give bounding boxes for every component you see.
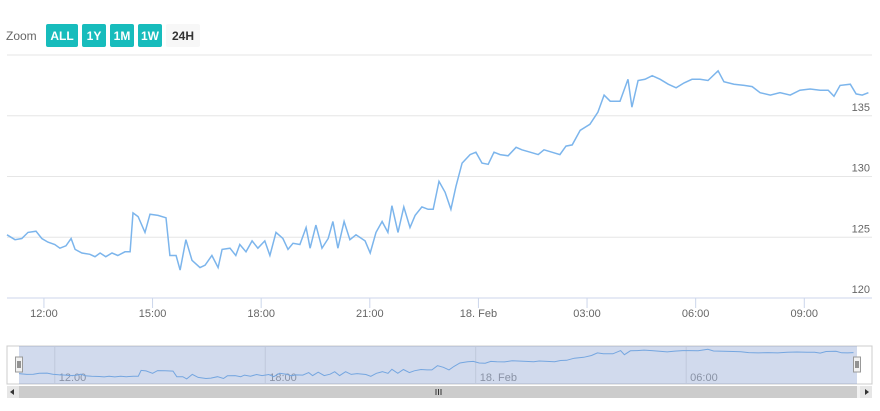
zoom-button-label: 1M [114,29,131,43]
zoom-button[interactable] [166,24,200,47]
x-tick-label: 06:00 [682,308,710,320]
scroll-left-arrow [10,389,14,395]
x-tick-label: 12:00 [30,308,58,320]
x-tick-label: 03:00 [573,308,601,320]
zoom-label: Zoom [6,29,37,43]
zoom-button-label: 24H [172,29,194,43]
y-tick-label: 120 [852,284,870,296]
navigator-frame [6,345,873,385]
y-tick-label: 130 [852,163,870,175]
scroll-right-arrow [865,389,869,395]
series-line [6,69,869,271]
zoom-button[interactable] [138,24,162,47]
zoom-button-label: ALL [50,29,73,43]
scrollbar-grip [435,389,442,395]
zoom-button-label: 1Y [87,29,102,43]
navigator-handle[interactable] [853,356,861,373]
navigator-handle[interactable] [15,356,23,373]
navigator-handle-grip [17,361,21,368]
navigator-handle-grip [855,361,859,368]
zoom-button[interactable] [110,24,134,47]
x-tick-label: 15:00 [139,308,167,320]
x-tick-label: 18:00 [247,308,275,320]
navigator-tick-label: 06:00 [690,372,718,384]
x-tick-label: 21:00 [356,308,384,320]
navigator-line [18,348,854,380]
zoom-button[interactable] [46,24,78,47]
y-tick-label: 125 [852,223,870,235]
zoom-button-label: 1W [141,29,160,43]
navigator-selection [19,346,857,384]
x-tick-label: 09:00 [791,308,819,320]
navigator-tick-label: 18. Feb [480,372,517,384]
zoom-button[interactable] [82,24,106,47]
y-tick-label: 135 [852,102,870,114]
x-tick-label: 18. Feb [460,308,497,320]
